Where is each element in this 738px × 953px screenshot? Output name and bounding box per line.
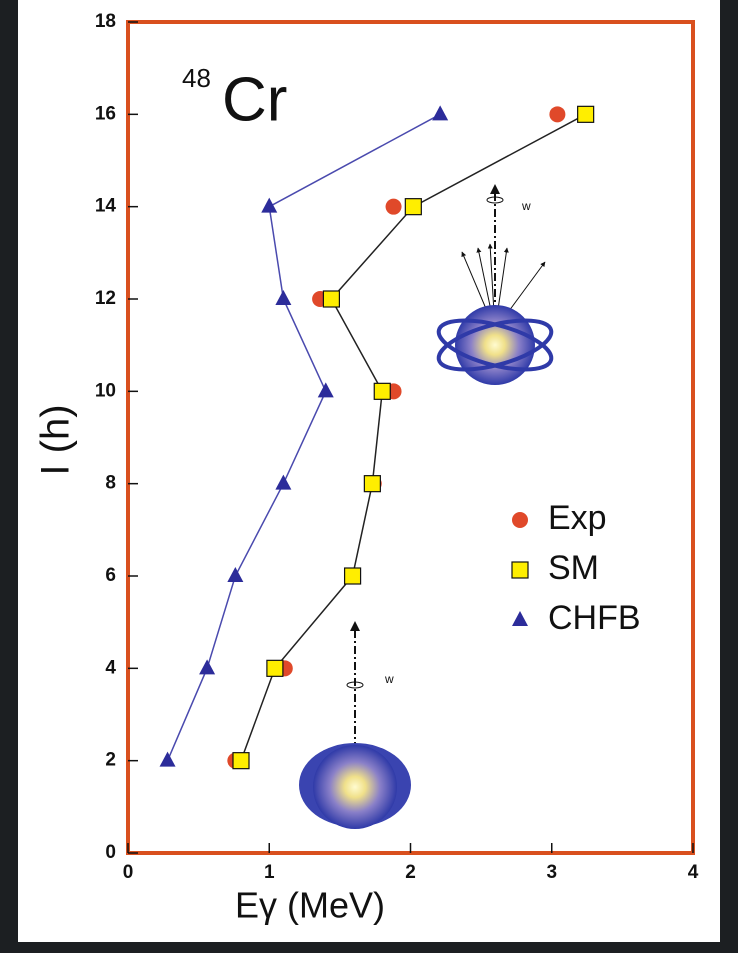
y-tick-label: 6 (105, 565, 116, 586)
x-tick-label: 3 (546, 862, 557, 883)
point (323, 291, 339, 307)
point (578, 106, 594, 122)
legend-label: SM (548, 549, 599, 587)
y-tick-label: 2 (105, 750, 116, 771)
chart: w w 48 Cr Eγ (MeV) I (h) 012340246810121… (0, 0, 738, 953)
omega-label: w (384, 672, 394, 686)
nucleus (455, 305, 535, 385)
page: {"chart_data": { "type": "scatter", "x_l… (0, 0, 738, 953)
y-tick-label: 12 (95, 288, 116, 309)
x-axis-title: Eγ (MeV) (235, 885, 385, 926)
nucleus (313, 745, 397, 829)
annotation-superscript: 48 (182, 63, 211, 93)
point (405, 199, 421, 215)
legend-label: Exp (548, 499, 607, 537)
y-tick-label: 18 (95, 11, 116, 32)
point (267, 660, 283, 676)
x-tick-label: 4 (688, 862, 699, 883)
y-tick-label: 16 (95, 103, 116, 124)
y-tick-label: 4 (105, 657, 116, 678)
point (364, 476, 380, 492)
legend-marker (512, 512, 528, 528)
y-tick-label: 10 (95, 380, 116, 401)
y-axis-title: I (h) (34, 404, 78, 475)
legend-label: CHFB (548, 599, 641, 637)
point (374, 383, 390, 399)
x-tick-label: 1 (264, 862, 275, 883)
y-tick-label: 14 (95, 196, 117, 217)
omega-label: w (521, 199, 531, 213)
point (233, 753, 249, 769)
y-tick-label: 0 (105, 842, 116, 863)
point (549, 106, 565, 122)
annotation: Cr (222, 65, 287, 134)
x-tick-label: 2 (405, 862, 416, 883)
point (386, 199, 402, 215)
x-tick-label: 0 (123, 862, 134, 883)
point (345, 568, 361, 584)
legend-marker (512, 562, 528, 578)
y-tick-label: 8 (105, 473, 116, 494)
